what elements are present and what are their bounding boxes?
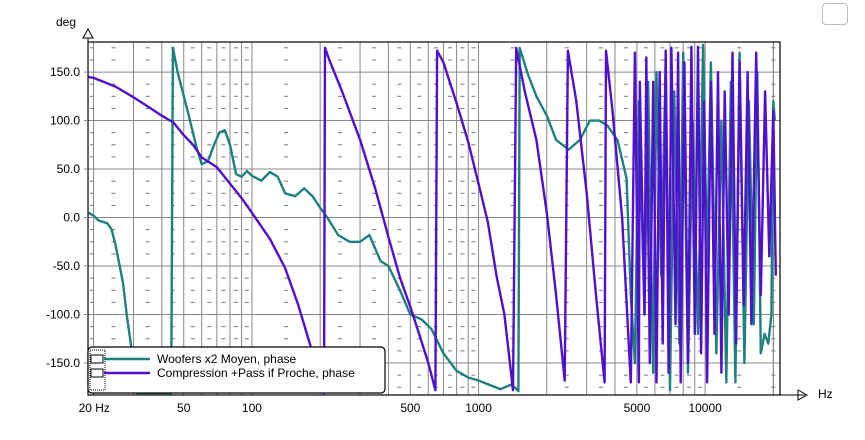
x-tick-label: 10000 [688,401,722,415]
y-tick-label: 0.0 [63,211,80,225]
options-button[interactable] [822,3,848,25]
legend-swatch-box-icon [90,354,104,364]
series-layer [88,43,777,395]
x-axis-label: Hz [818,387,833,401]
y-tick-label: -50.0 [53,259,81,273]
y-tick-label: -150.0 [46,356,80,370]
x-axis-arrow-icon [780,389,809,401]
x-tick-label: 20 Hz [79,401,110,415]
y-tick-label: -100.0 [46,308,80,322]
x-tick-label: 50 [177,401,191,415]
series-line-2 [88,45,777,395]
y-tick-label: 100.0 [50,114,80,128]
legend-label: Compression +Pass if Proche, phase [157,366,355,380]
y-axis-label: deg [56,15,76,29]
legend-swatch-box-icon [90,368,104,378]
y-axis-arrow-icon [82,27,94,42]
y-tick-label: 150.0 [50,65,80,79]
y-tick-label: 50.0 [57,162,81,176]
y-tick-labels: 150.0 100.0 50.0 0.0 -50.0 -100.0 -150.0 [46,65,88,370]
plot-frame [87,41,781,396]
x-tick-label: 100 [242,401,262,415]
x-tick-labels: 20 Hz 50 100 500 1000 5000 10000 [79,401,723,415]
legend-label: Woofers x2 Moyen, phase [157,352,297,366]
x-tick-label: 1000 [465,401,492,415]
x-tick-label: 5000 [624,401,651,415]
x-tick-label: 500 [400,401,420,415]
